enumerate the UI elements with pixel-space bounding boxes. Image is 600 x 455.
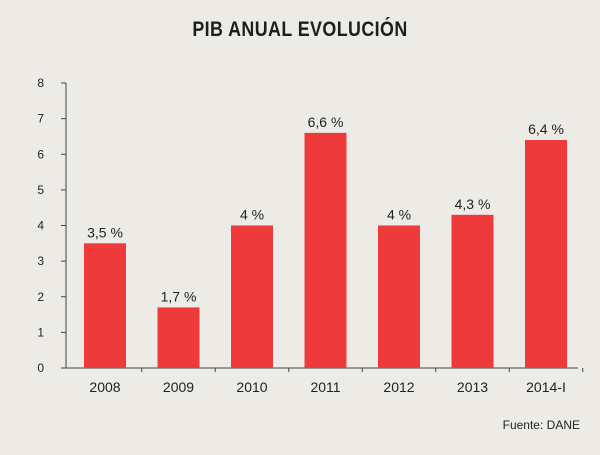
data-label-2009: 1,7 % <box>161 288 197 304</box>
data-label-2011: 6,6 % <box>308 114 344 130</box>
bar-2012 <box>378 225 420 368</box>
y-tick-label: 0 <box>37 361 44 375</box>
x-tick-label-2009: 2009 <box>163 379 194 395</box>
x-tick-label-2014-I: 2014-I <box>526 379 566 395</box>
bar-2013 <box>451 214 494 368</box>
x-tick-label-2013: 2013 <box>457 379 488 395</box>
data-label-2013: 4,3 % <box>455 196 491 212</box>
y-tick-label: 2 <box>37 290 44 304</box>
data-label-2008: 3,5 % <box>87 224 123 240</box>
y-tick-label: 1 <box>37 325 44 339</box>
y-tick-label: 5 <box>37 183 44 197</box>
y-tick-label: 8 <box>37 76 44 90</box>
data-label-2012: 4 % <box>387 207 411 223</box>
bar-2011 <box>304 132 347 368</box>
x-tick-label-2010: 2010 <box>236 379 267 395</box>
y-tick-label: 6 <box>37 147 44 161</box>
y-tick-label: 4 <box>37 219 44 233</box>
x-tick-label-2011: 2011 <box>310 379 340 395</box>
x-tick-label-2012: 2012 <box>383 379 414 395</box>
y-tick-label: 3 <box>37 254 44 268</box>
y-tick-label: 7 <box>37 112 44 126</box>
x-tick-label-2008: 2008 <box>89 379 120 395</box>
chart-title: PIB ANUAL EVOLUCIÓN <box>192 18 408 41</box>
bar-2009 <box>157 307 200 368</box>
source-note: Fuente: DANE <box>502 418 580 432</box>
data-label-2014-I: 6,4 % <box>528 121 564 137</box>
bar-2008 <box>84 243 126 368</box>
data-label-2010: 4 % <box>240 207 264 223</box>
bar-2010 <box>231 225 273 368</box>
bar-2014-I <box>525 140 567 368</box>
